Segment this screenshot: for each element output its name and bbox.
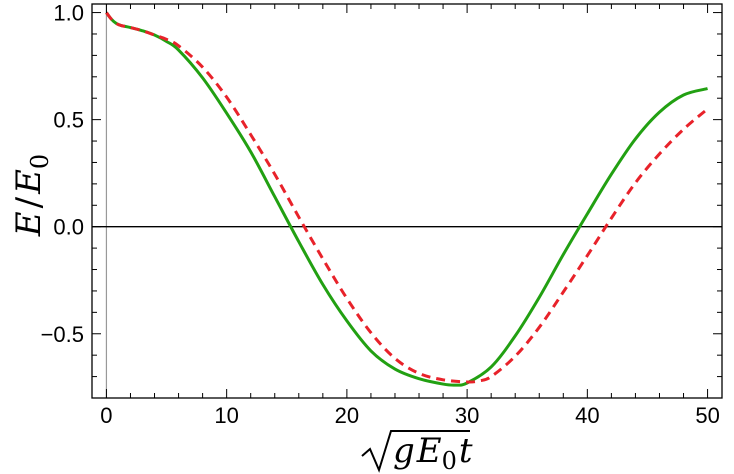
- ticks: 0 10 20 30 40 50 1.0 0.5 0.0 −0.5: [41, 1, 722, 428]
- reference-lines: [92, 4, 722, 398]
- x-tick-label: 10: [214, 403, 238, 428]
- x-tick-label: 30: [455, 403, 479, 428]
- x-axis-label: √ gE0t: [361, 430, 473, 474]
- y-tick-label: 0.0: [53, 215, 84, 240]
- x-tick-label: 40: [575, 403, 599, 428]
- series-layer: [105, 11, 709, 387]
- plot-border: [91, 3, 723, 399]
- y-tick-label: 1.0: [53, 1, 84, 26]
- y-axis-label: E/E0: [9, 154, 54, 237]
- series-line-solid: [105, 11, 708, 387]
- y-tick-label: −0.5: [41, 322, 84, 347]
- svg-text:√: √: [362, 439, 384, 474]
- x-tick-label: 50: [695, 403, 719, 428]
- series-line-dashed: [105, 11, 709, 384]
- svg-text:gE0t: gE0t: [393, 431, 473, 474]
- plot-frame: [91, 3, 723, 399]
- x-tick-label: 20: [335, 403, 359, 428]
- y-tick-label: 0.5: [53, 108, 84, 133]
- x-tick-label: 0: [100, 403, 112, 428]
